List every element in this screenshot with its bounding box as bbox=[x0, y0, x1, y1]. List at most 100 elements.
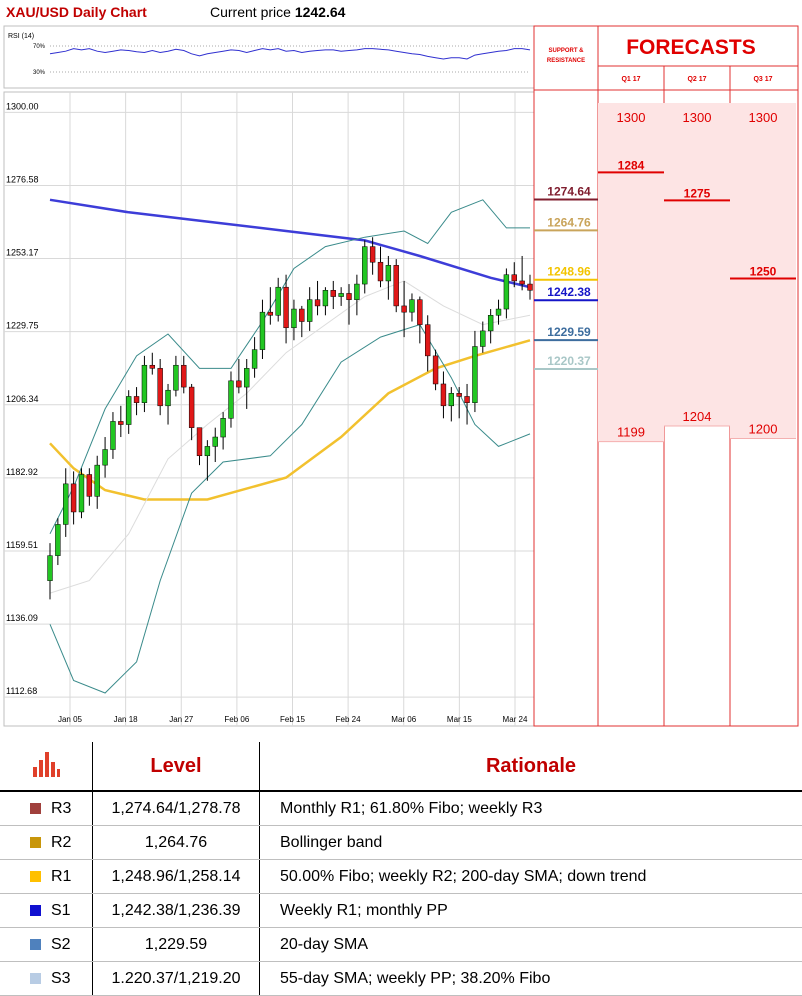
candle-up bbox=[221, 418, 226, 437]
candle-up bbox=[504, 275, 509, 309]
candle-down bbox=[520, 281, 525, 284]
candle-down bbox=[71, 484, 76, 512]
candle-down bbox=[394, 265, 399, 306]
x-tick-label: Feb 06 bbox=[224, 715, 249, 724]
table-icon-cell bbox=[0, 742, 93, 791]
y-tick-label: 1253.17 bbox=[6, 248, 39, 258]
price-panel bbox=[4, 92, 534, 726]
y-tick-label: 1300.00 bbox=[6, 101, 39, 111]
candle-down bbox=[457, 393, 462, 396]
level-color-swatch bbox=[30, 973, 41, 984]
candle-up bbox=[496, 309, 501, 315]
level-value: 1,242.38/1,236.39 bbox=[93, 894, 260, 928]
level-code: S2 bbox=[51, 936, 71, 954]
x-tick-label: Mar 06 bbox=[391, 715, 416, 724]
quarter-label: Q1 17 bbox=[621, 76, 640, 83]
candle-up bbox=[48, 556, 53, 581]
candle-up bbox=[126, 396, 131, 424]
level-code-cell: S3 bbox=[0, 962, 93, 996]
level-color-swatch bbox=[30, 871, 41, 882]
quarter-label: Q3 17 bbox=[753, 76, 772, 83]
level-code: R1 bbox=[51, 868, 71, 886]
candle-up bbox=[354, 284, 359, 300]
candle-down bbox=[378, 262, 383, 281]
support-resistance-label: SUPPORT & bbox=[548, 48, 584, 54]
forecast-low: 1200 bbox=[749, 422, 778, 437]
level-code: S3 bbox=[51, 970, 71, 988]
y-tick-label: 1136.09 bbox=[6, 613, 38, 623]
sr-level-value: 1264.76 bbox=[547, 215, 591, 229]
x-tick-label: Jan 05 bbox=[58, 715, 83, 724]
sr-level-value: 1229.59 bbox=[547, 325, 591, 339]
candle-up bbox=[339, 293, 344, 296]
level-value: 1.220.37/1,219.20 bbox=[93, 962, 260, 996]
rsi-70-label: 70% bbox=[33, 44, 46, 50]
level-code-cell: R1 bbox=[0, 860, 93, 894]
candle-up bbox=[229, 381, 234, 418]
candle-up bbox=[205, 446, 210, 455]
rsi-30-label: 30% bbox=[33, 70, 46, 76]
forecast-high: 1300 bbox=[617, 110, 646, 125]
candle-up bbox=[276, 287, 281, 315]
candle-down bbox=[315, 300, 320, 306]
forecast-high: 1300 bbox=[749, 110, 778, 125]
x-tick-label: Mar 24 bbox=[503, 715, 528, 724]
candle-down bbox=[402, 306, 407, 312]
level-value: 1,248.96/1,258.14 bbox=[93, 860, 260, 894]
level-header: Level bbox=[93, 742, 260, 791]
level-code-cell: R2 bbox=[0, 826, 93, 860]
candle-up bbox=[142, 365, 147, 402]
y-tick-label: 1276.58 bbox=[6, 174, 39, 184]
candle-down bbox=[284, 287, 289, 328]
candle-down bbox=[134, 396, 139, 402]
candle-down bbox=[331, 290, 336, 296]
level-code-cell: S1 bbox=[0, 894, 93, 928]
level-rationale: Monthly R1; 61.80% Fibo; weekly R3 bbox=[260, 791, 802, 826]
forecast-high: 1300 bbox=[683, 110, 712, 125]
candle-down bbox=[417, 300, 422, 325]
x-tick-label: Feb 24 bbox=[336, 715, 361, 724]
candle-up bbox=[386, 265, 391, 281]
level-rationale: Bollinger band bbox=[260, 826, 802, 860]
candle-down bbox=[512, 275, 517, 281]
level-code: R3 bbox=[51, 800, 71, 818]
candle-up bbox=[472, 347, 477, 403]
y-tick-label: 1182.92 bbox=[6, 467, 38, 477]
candle-up bbox=[244, 368, 249, 387]
candle-up bbox=[213, 437, 218, 446]
candle-down bbox=[441, 384, 446, 406]
candle-down bbox=[189, 387, 194, 428]
forecast-mid: 1250 bbox=[750, 264, 777, 278]
level-value: 1,274.64/1,278.78 bbox=[93, 791, 260, 826]
candle-down bbox=[236, 381, 241, 387]
candle-up bbox=[63, 484, 68, 525]
level-value: 1,229.59 bbox=[93, 928, 260, 962]
candle-up bbox=[95, 465, 100, 496]
candle-up bbox=[307, 300, 312, 322]
level-rationale: Weekly R1; monthly PP bbox=[260, 894, 802, 928]
level-code-cell: R3 bbox=[0, 791, 93, 826]
candle-up bbox=[252, 350, 257, 369]
level-color-swatch bbox=[30, 837, 41, 848]
rationale-header: Rationale bbox=[260, 742, 802, 791]
candle-up bbox=[410, 300, 415, 312]
candle-up bbox=[449, 393, 454, 405]
table-header-row: Level Rationale bbox=[0, 742, 802, 791]
candle-up bbox=[260, 312, 265, 349]
forecast-mid: 1284 bbox=[618, 158, 645, 172]
candle-down bbox=[268, 312, 273, 315]
candle-down bbox=[87, 474, 92, 496]
forecast-range bbox=[598, 103, 664, 442]
forecast-range bbox=[664, 103, 730, 426]
support-resistance-label: RESISTANCE bbox=[547, 58, 585, 64]
bar-chart-icon bbox=[31, 749, 61, 779]
level-value: 1,264.76 bbox=[93, 826, 260, 860]
sr-level-value: 1242.38 bbox=[547, 285, 591, 299]
candle-up bbox=[173, 365, 178, 390]
